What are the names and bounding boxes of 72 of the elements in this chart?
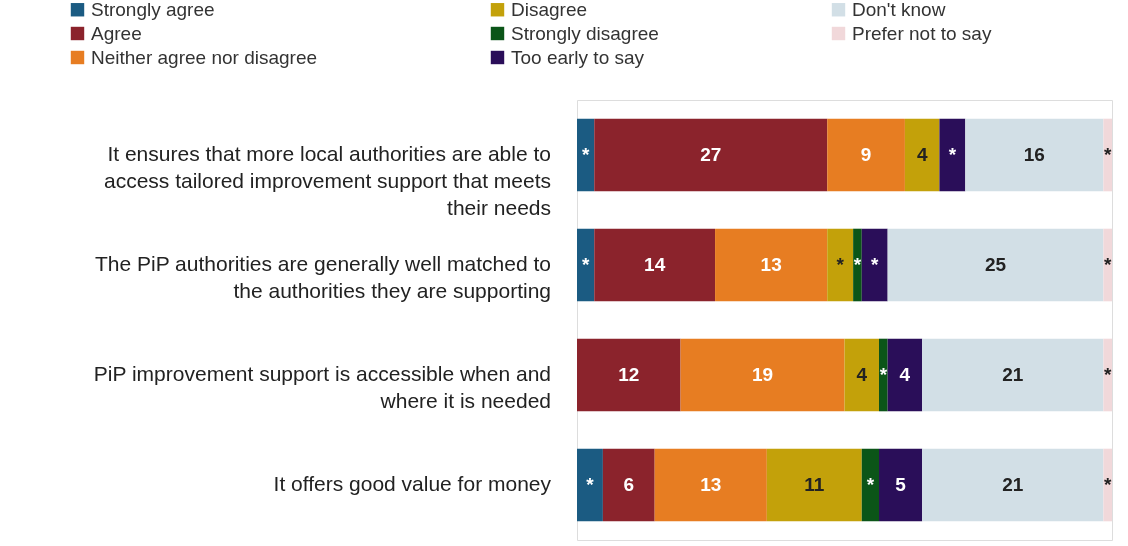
bar xyxy=(939,118,966,192)
data-label: 13 xyxy=(760,254,782,275)
bar xyxy=(594,228,716,302)
data-label: 4 xyxy=(916,144,928,165)
data-label: 14 xyxy=(644,254,666,275)
data-label: * xyxy=(1103,364,1112,385)
bar xyxy=(887,338,923,412)
bar xyxy=(1103,118,1112,192)
data-label: 6 xyxy=(623,474,635,495)
bar xyxy=(922,448,1104,522)
bar xyxy=(1103,228,1112,302)
bar xyxy=(594,118,828,192)
bar xyxy=(965,118,1104,192)
data-label: * xyxy=(1103,254,1112,275)
data-label: 25 xyxy=(984,254,1007,275)
data-label: * xyxy=(879,364,888,385)
bar xyxy=(654,448,767,522)
data-label: * xyxy=(853,254,862,275)
bar xyxy=(861,448,880,522)
bar xyxy=(853,228,862,302)
data-label: 21 xyxy=(1002,364,1024,385)
legend-label: Don't know xyxy=(852,0,946,20)
bar xyxy=(680,338,845,412)
bar xyxy=(827,228,854,302)
data-label: * xyxy=(1103,144,1112,165)
data-label: * xyxy=(871,254,879,275)
data-label: 16 xyxy=(1023,144,1045,165)
data-label: 27 xyxy=(700,144,722,165)
data-label: * xyxy=(866,474,875,495)
data-label: 12 xyxy=(618,364,640,385)
bar xyxy=(1103,448,1112,522)
legend-label: Disagree xyxy=(511,0,588,20)
data-label: * xyxy=(1103,474,1112,495)
bar xyxy=(879,338,888,412)
legend-label: Agree xyxy=(91,22,142,44)
data-label: * xyxy=(586,474,595,495)
legend-label: Strongly disagree xyxy=(511,22,659,44)
legend-label: Too early to say xyxy=(511,46,645,68)
data-label: 4 xyxy=(856,364,868,385)
data-label: 9 xyxy=(860,144,872,165)
data-label: 5 xyxy=(895,474,907,495)
bar xyxy=(861,228,888,302)
data-label: * xyxy=(836,254,845,275)
data-label: 13 xyxy=(700,474,722,495)
bar xyxy=(577,448,603,522)
y-tick-label: PiP improvement support is accessible when and where it is needed xyxy=(93,362,551,412)
bar xyxy=(887,228,1104,302)
bar xyxy=(715,228,828,302)
bar xyxy=(602,448,655,522)
data-label: 21 xyxy=(1002,474,1024,495)
bar xyxy=(577,338,681,412)
bar xyxy=(577,118,595,192)
bar xyxy=(1103,338,1112,412)
data-label: * xyxy=(948,144,957,165)
data-label: * xyxy=(581,254,590,275)
bar xyxy=(766,448,862,522)
bar xyxy=(904,118,940,192)
data-label: 11 xyxy=(804,474,825,495)
legend-label: Prefer not to say xyxy=(852,22,992,44)
bar xyxy=(844,338,880,412)
legend-label: Neither agree nor disagree xyxy=(91,46,318,68)
data-label: 4 xyxy=(899,364,911,385)
legend-label: Strongly agree xyxy=(91,0,215,20)
bar xyxy=(922,338,1104,412)
bar xyxy=(827,118,905,192)
bar xyxy=(577,228,595,302)
data-label: * xyxy=(581,144,590,165)
bar xyxy=(879,448,923,522)
y-tick-label: It ensures that more local authorities are able to access tailored improvement support that meets their needs xyxy=(103,142,551,219)
data-label: 19 xyxy=(751,364,774,385)
y-tick-label: It offers good value for money xyxy=(273,472,552,495)
y-tick-label: The PiP authorities are generally well matched to the authorities they are supporting xyxy=(94,252,551,302)
